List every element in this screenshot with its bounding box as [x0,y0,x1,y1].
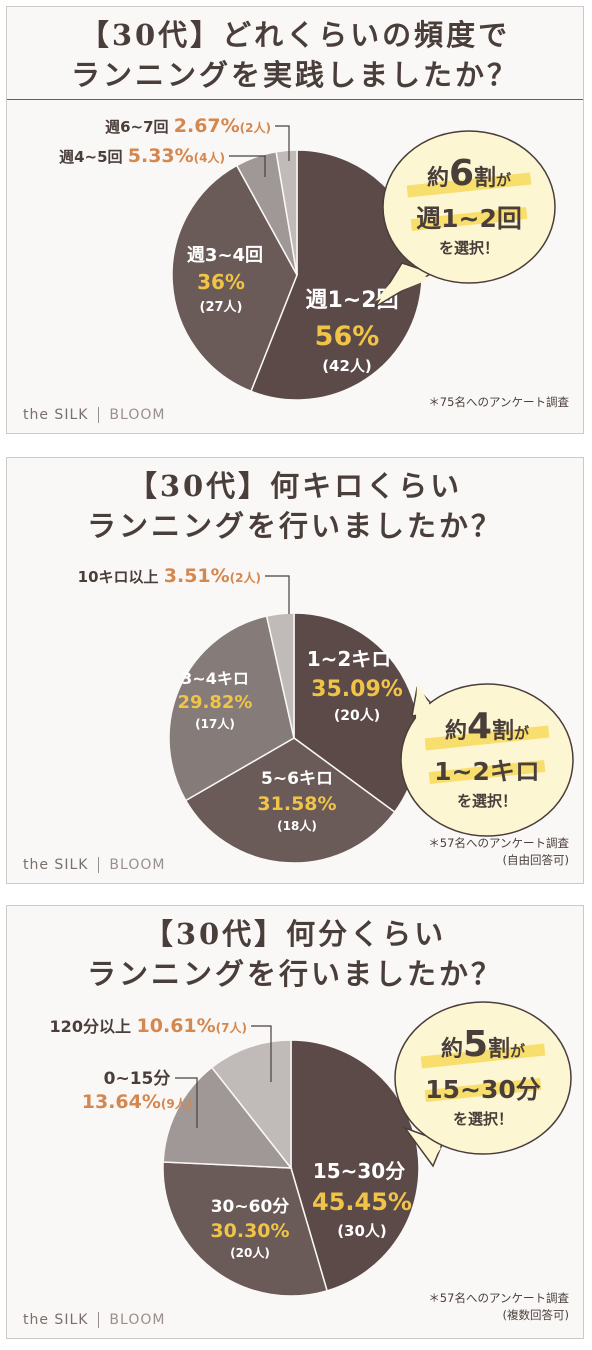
chart-subtitle: ランニングを実践しましたか？ [70,58,519,92]
brand-sub: BLOOM [109,857,166,873]
survey-note-line: ＊57名へのアンケート調査 [428,1291,569,1305]
callout-tail-fill [416,682,437,718]
callout-highlight [428,759,546,785]
brand-logo: the SILK BLOOM [23,1312,165,1328]
pie-chart: 週1~2回 56% (42人) 週3~4回 36% (27人) 週4~5回 5.33%(4人… [59,115,556,401]
callout-ellipse [394,1001,572,1155]
slice-count: (42人) [322,357,372,375]
callout-highlight [406,172,532,198]
slice-label: 5~6キロ [261,769,333,789]
leader-line [229,155,266,177]
chart-subtitle: ランニングを行いましたか？ [86,509,503,543]
callout-action: を選択！ [439,239,499,257]
slice-label: 週3~4回 [187,245,263,266]
callout-ellipse [382,130,556,284]
slice-label: 15~30分 [313,1159,405,1183]
callout-action: を選択！ [453,1110,513,1128]
pie-slice [265,612,295,739]
chart-title: 【30代】何分くらい ランニングを行いましたか？ [7,914,583,994]
slice-value: 35.09% [311,677,403,702]
callout-highlight [424,725,550,751]
survey-note: ＊57名へのアンケート調査 (自由回答可) [428,835,569,869]
survey-note-line: (自由回答可) [502,853,569,867]
outside-label: 10キロ以上 3.51%(2人) [78,565,261,587]
brand-sub: BLOOM [109,407,166,423]
slice-value: 31.58% [257,793,336,815]
outside-label: 120分以上 10.61%(7人) [50,1015,247,1037]
chart-title-line1: 【30代】何分くらい [143,917,447,951]
pie-slice [184,737,396,864]
slice-label: 3~4キロ [181,669,249,688]
slice-count: (20人) [230,1245,270,1260]
slice-count: (27人) [200,299,243,315]
pie-chart: 15~30分 45.45% (30人) 30~60分 30.30% (20人) 120分以上… [50,1001,572,1297]
brand-name: the SILK [23,1312,89,1328]
callout-headline: 約5割が [441,1024,526,1065]
leader-line [275,125,290,161]
leader-line [251,1025,272,1082]
chart-panel-frequency: 【30代】どれくらいの頻度で ランニングを実践しましたか？ 週1~2回 56% (4… [6,6,584,434]
survey-note: ＊57名へのアンケート調査 (複数回答可) [428,1290,569,1324]
chart-title: 【30代】どれくらいの頻度で ランニングを実践しましたか？ [7,15,583,95]
slice-value: 56% [315,321,380,352]
pie-slice [162,1066,293,1169]
slice-count: (20人) [334,707,380,724]
survey-note-line: ＊75名へのアンケート調査 [428,395,569,409]
title-divider [7,99,583,100]
chart-title: 【30代】何キロくらい ランニングを行いましたか？ [7,466,583,546]
callout-answer: 15~30分 [425,1075,541,1104]
pie-slice [275,149,298,276]
slice-label: 30~60分 [211,1197,290,1217]
slice-count: (30人) [337,1222,387,1240]
outside-label: 0~15分 [104,1069,171,1089]
brand-logo: the SILK BLOOM [23,407,165,423]
slice-label: 1~2キロ [307,647,392,671]
brand-logo: the SILK BLOOM [23,857,165,873]
brand-name: the SILK [23,857,89,873]
callout-tail-fill [375,265,430,301]
brand-sub: BLOOM [109,1312,166,1328]
pie-slice [168,615,295,802]
callout-ellipse [400,683,574,837]
brand-name: the SILK [23,407,89,423]
callout-highlight [420,1043,546,1069]
outside-label: 週4~5回 5.33%(4人) [59,145,225,167]
callout-answer: 週1~2回 [416,204,522,233]
survey-note-line: (複数回答可) [502,1308,569,1322]
leader-line [265,575,290,614]
pie-slice [250,149,423,401]
pie-slice [162,1161,329,1297]
slice-value: 36% [197,270,245,294]
callout-answer: 1~2キロ [434,757,540,786]
callout-headline: 約4割が [445,706,530,747]
chart-panel-duration: 【30代】何分くらい ランニングを行いましたか？ 15~30分 45.45% (30… [6,905,584,1339]
survey-note: ＊75名へのアンケート調査 [428,394,569,411]
leader-line [175,1077,198,1128]
chart-title-line1: 【30代】何キロくらい [127,469,463,503]
slice-value: 30.30% [210,1220,289,1242]
callout-tail-fill [409,1130,441,1160]
callout-highlight [424,1077,542,1103]
slice-value: 45.45% [312,1188,412,1216]
callout-headline: 約6割が [427,153,512,194]
slice-count: (17人) [195,716,235,731]
pie-chart: 1~2キロ 35.09% (20人) 5~6キロ 31.58% (18人) 3~4キロ 29.… [78,565,574,864]
callout-action: を選択！ [457,792,517,810]
outside-value: 13.64%(9人) [82,1091,192,1113]
callout-highlight [410,206,528,232]
survey-note-line: ＊57名へのアンケート調査 [428,836,569,850]
outside-label: 週6~7回 2.67%(2人) [105,115,271,137]
pie-slice [171,164,298,393]
chart-title-line1: 【30代】どれくらいの頻度で [79,18,511,52]
chart-panel-distance: 【30代】何キロくらい ランニングを行いましたか？ 1~2キロ 35.09% (20… [6,457,584,884]
chart-subtitle: ランニングを行いましたか？ [86,957,503,991]
pie-slice [290,1039,420,1292]
slice-count: (18人) [277,818,317,833]
slice-value: 29.82% [178,692,253,713]
